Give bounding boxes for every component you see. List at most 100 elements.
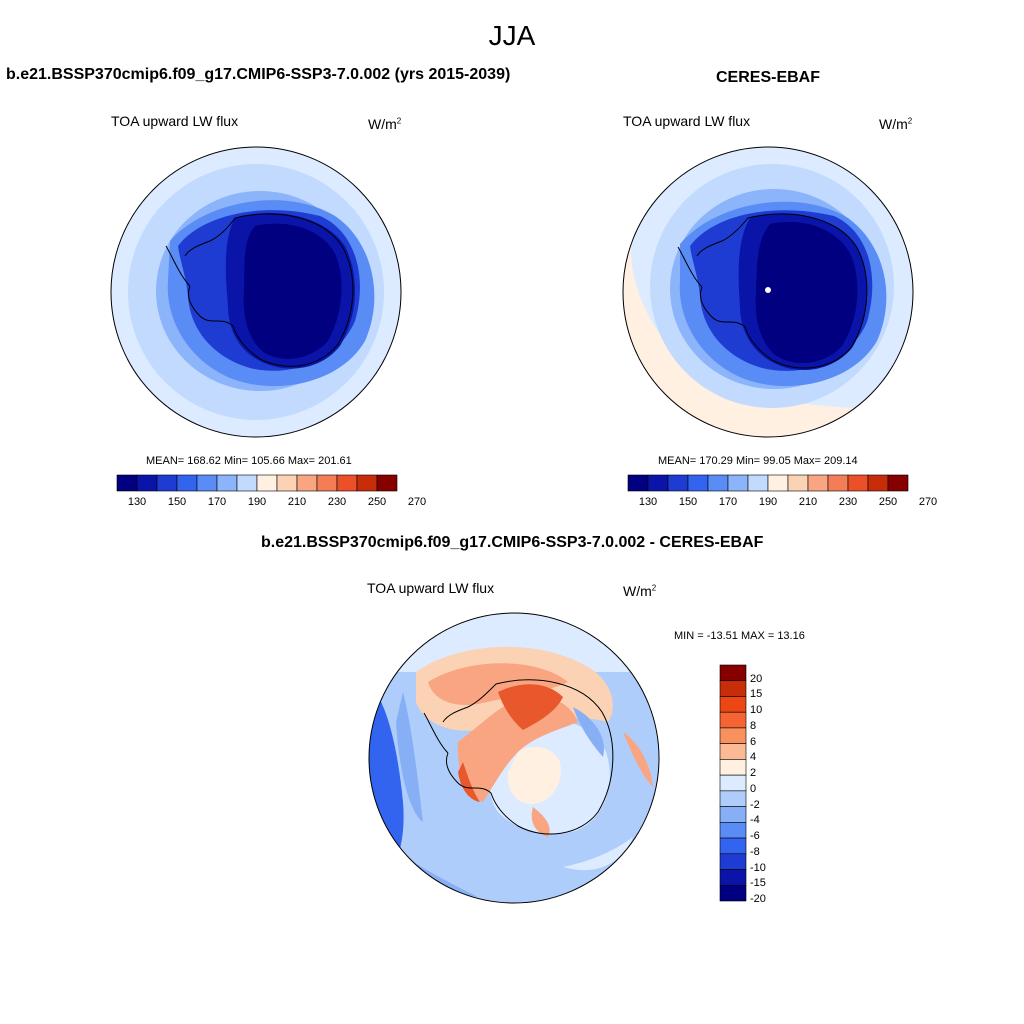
colorbar-swatch — [627, 474, 649, 492]
colorbar-swatch — [719, 806, 747, 823]
colorbar-tick-label: -20 — [750, 893, 766, 905]
colorbar-swatch — [156, 474, 178, 492]
colorbar-tick-label: 210 — [287, 496, 307, 508]
colorbar-swatch — [356, 474, 378, 492]
panel-model-title: b.e21.BSSP370cmip6.f09_g17.CMIP6-SSP3-7.… — [6, 66, 511, 83]
panel-diff-variable: TOA upward LW flux — [367, 580, 495, 596]
colorbar-tick-label: -15 — [750, 877, 766, 890]
panel-obs-colorbar-ticks: 130 150 170 190 210 230 250 270 — [628, 496, 937, 510]
colorbar-tick-label: -6 — [750, 830, 760, 843]
colorbar-swatch — [276, 474, 298, 492]
panel-obs-variable: TOA upward LW flux — [623, 113, 751, 129]
colorbar-swatch — [667, 474, 689, 492]
colorbar-tick-label: 130 — [127, 496, 147, 508]
panel-model-units: W/m2 — [368, 116, 401, 132]
units-exponent: 2 — [907, 116, 913, 126]
colorbar-tick-label: 2 — [750, 767, 757, 780]
colorbar-swatch — [719, 822, 747, 839]
colorbar-tick-label: 10 — [750, 704, 763, 717]
colorbar-swatch — [827, 474, 849, 492]
colorbar-swatch — [316, 474, 338, 492]
colorbar-swatch — [176, 474, 198, 492]
colorbar-tick-label: 15 — [750, 688, 763, 701]
colorbar-swatch — [719, 759, 747, 776]
panel-diff-units: W/m2 — [623, 583, 656, 599]
colorbar-tick-label: 250 — [878, 496, 898, 508]
panel-obs-colorbar — [627, 474, 909, 492]
colorbar-swatch — [136, 474, 158, 492]
colorbar-swatch — [116, 474, 138, 492]
colorbar-swatch — [256, 474, 278, 492]
units-base: W/m — [368, 116, 397, 132]
panel-model-stats: MEAN= 168.62 Min= 105.66 Max= 201.61 — [146, 455, 352, 467]
colorbar-swatch — [719, 696, 747, 713]
colorbar-swatch — [767, 474, 789, 492]
units-exponent: 2 — [396, 116, 402, 126]
colorbar-swatch — [727, 474, 749, 492]
colorbar-tick-label: -2 — [750, 798, 760, 811]
colorbar-swatch — [747, 474, 769, 492]
colorbar-tick-label: -8 — [750, 845, 760, 858]
colorbar-tick-label: 6 — [750, 735, 757, 748]
colorbar-tick-label: 170 — [718, 496, 738, 508]
colorbar-tick-label: 130 — [638, 496, 658, 508]
panel-diff-colorbar — [719, 664, 747, 902]
units-base: W/m — [879, 116, 908, 132]
colorbar-tick-label: 270 — [918, 496, 938, 508]
colorbar-tick-label: -10 — [750, 861, 766, 874]
colorbar-tick-label: 230 — [838, 496, 858, 508]
colorbar-tick-label: 150 — [167, 496, 187, 508]
colorbar-tick-label: 0 — [750, 782, 757, 795]
colorbar-swatch — [719, 680, 747, 697]
colorbar-tick-label: 8 — [750, 719, 757, 732]
panel-obs-title: CERES-EBAF — [716, 69, 821, 86]
colorbar-swatch — [719, 664, 747, 682]
figure-title: JJA — [488, 20, 536, 51]
colorbar-tick-label: 250 — [367, 496, 387, 508]
colorbar-swatch — [687, 474, 709, 492]
panel-model-polar-map — [110, 146, 402, 438]
panel-model-colorbar — [116, 474, 398, 492]
panel-diff-minmax: MIN = -13.51 MAX = 13.16 — [674, 630, 805, 642]
panel-obs-units: W/m2 — [879, 116, 912, 132]
colorbar-tick-label: 170 — [207, 496, 227, 508]
colorbar-swatch — [847, 474, 869, 492]
panel-obs-polar-map — [622, 146, 914, 438]
colorbar-swatch — [196, 474, 218, 492]
colorbar-swatch — [376, 474, 398, 492]
colorbar-swatch — [296, 474, 318, 492]
colorbar-swatch — [236, 474, 258, 492]
colorbar-tick-label: -4 — [750, 814, 760, 827]
colorbar-swatch — [719, 853, 747, 870]
colorbar-swatch — [336, 474, 358, 492]
panel-obs-stats: MEAN= 170.29 Min= 99.05 Max= 209.14 — [658, 455, 858, 467]
colorbar-swatch — [719, 774, 747, 792]
colorbar-tick-label: 210 — [798, 496, 818, 508]
colorbar-swatch — [216, 474, 238, 492]
colorbar-swatch — [719, 869, 747, 886]
colorbar-tick-label: 190 — [758, 496, 778, 508]
colorbar-swatch — [719, 743, 747, 760]
colorbar-swatch — [887, 474, 909, 492]
panel-diff-colorbar-ticks: 20 15 10 8 6 4 2 0 -2 -4 -6 -8 -10 -15 -20 — [750, 665, 790, 905]
colorbar-swatch — [867, 474, 889, 492]
colorbar-swatch — [787, 474, 809, 492]
colorbar-swatch — [719, 711, 747, 729]
colorbar-swatch — [807, 474, 829, 492]
panel-model-variable: TOA upward LW flux — [111, 113, 239, 129]
colorbar-swatch — [719, 727, 747, 744]
colorbar-tick-label: 150 — [678, 496, 698, 508]
panel-model-colorbar-ticks: 130 150 170 190 210 230 250 270 — [117, 496, 426, 510]
panel-diff-polar-map — [368, 612, 660, 904]
units-exponent: 2 — [651, 583, 657, 593]
colorbar-tick-label: 230 — [327, 496, 347, 508]
colorbar-swatch — [707, 474, 729, 492]
colorbar-tick-label: 270 — [407, 496, 427, 508]
colorbar-tick-label: 4 — [750, 751, 757, 764]
colorbar-swatch — [719, 884, 747, 902]
panel-diff-title: b.e21.BSSP370cmip6.f09_g17.CMIP6-SSP3-7.… — [261, 534, 764, 551]
colorbar-swatch — [647, 474, 669, 492]
colorbar-tick-label: 190 — [247, 496, 267, 508]
colorbar-swatch — [719, 790, 747, 807]
units-base: W/m — [623, 583, 652, 599]
